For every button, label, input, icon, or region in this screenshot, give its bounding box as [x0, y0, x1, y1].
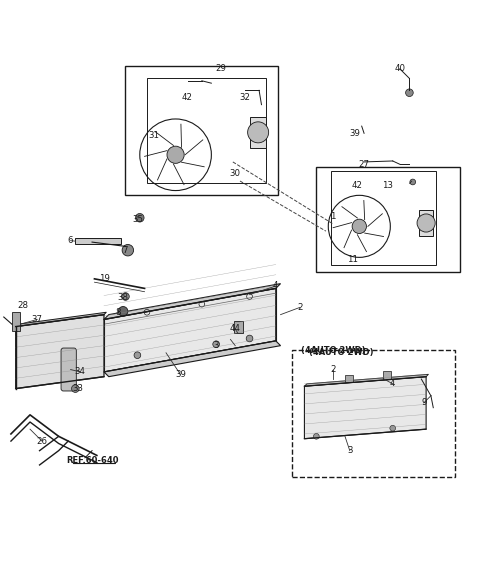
Bar	[383, 371, 391, 379]
Text: 27: 27	[359, 160, 370, 169]
Polygon shape	[16, 315, 104, 388]
Circle shape	[410, 179, 416, 185]
Bar	[75, 239, 120, 244]
Text: 31: 31	[149, 131, 159, 140]
Text: 29: 29	[216, 65, 227, 73]
Text: (4AUTO 2WD): (4AUTO 2WD)	[301, 346, 365, 355]
Text: 6: 6	[68, 236, 73, 245]
Circle shape	[134, 352, 141, 359]
Text: 19: 19	[98, 275, 109, 283]
Text: 3: 3	[214, 341, 219, 350]
Text: 7: 7	[123, 246, 128, 255]
Text: 38: 38	[118, 293, 129, 303]
Bar	[419, 210, 433, 236]
Bar	[345, 375, 353, 383]
Text: 4: 4	[390, 379, 396, 388]
Circle shape	[213, 341, 219, 348]
Circle shape	[246, 335, 253, 342]
Text: 42: 42	[182, 93, 193, 102]
Text: 44: 44	[230, 324, 241, 333]
Text: 42: 42	[351, 181, 362, 190]
Bar	[316, 166, 459, 272]
Text: (4AUTO 2WD): (4AUTO 2WD)	[309, 348, 374, 358]
Text: 28: 28	[17, 301, 28, 309]
Text: 37: 37	[32, 315, 43, 324]
Text: 11: 11	[347, 255, 358, 264]
Text: 34: 34	[74, 367, 85, 376]
Bar	[125, 66, 278, 195]
Bar	[234, 321, 243, 333]
Polygon shape	[304, 374, 429, 386]
Bar	[147, 78, 266, 184]
Text: 2: 2	[330, 365, 336, 374]
Text: REF.60-640: REF.60-640	[66, 456, 118, 464]
Circle shape	[313, 434, 319, 439]
Text: 13: 13	[383, 181, 394, 190]
Bar	[331, 172, 436, 264]
Text: 8: 8	[116, 308, 121, 317]
Circle shape	[122, 244, 133, 256]
Text: 9: 9	[421, 399, 426, 407]
Circle shape	[135, 213, 144, 222]
Bar	[292, 351, 455, 477]
Text: 1: 1	[330, 212, 336, 221]
FancyBboxPatch shape	[61, 348, 76, 391]
Circle shape	[248, 122, 269, 143]
Text: 30: 30	[230, 169, 241, 178]
Circle shape	[406, 89, 413, 97]
Circle shape	[167, 146, 184, 164]
Polygon shape	[104, 284, 281, 319]
Text: 39: 39	[349, 129, 360, 138]
Text: 3: 3	[347, 446, 352, 455]
Polygon shape	[16, 312, 107, 327]
Text: 2: 2	[297, 303, 302, 312]
Text: 39: 39	[175, 370, 186, 379]
Bar	[12, 312, 21, 331]
Circle shape	[72, 385, 79, 392]
Polygon shape	[104, 288, 276, 372]
Text: 4: 4	[273, 281, 278, 291]
Text: 33: 33	[72, 384, 83, 393]
Polygon shape	[304, 377, 426, 439]
Circle shape	[118, 307, 128, 316]
Text: 40: 40	[395, 65, 406, 73]
Polygon shape	[104, 341, 281, 377]
Circle shape	[121, 293, 129, 300]
Circle shape	[352, 219, 366, 233]
Bar	[250, 117, 266, 148]
Text: 26: 26	[36, 436, 48, 446]
Text: 35: 35	[132, 214, 143, 224]
Text: 32: 32	[239, 93, 250, 102]
Circle shape	[390, 426, 396, 431]
Circle shape	[417, 214, 435, 232]
